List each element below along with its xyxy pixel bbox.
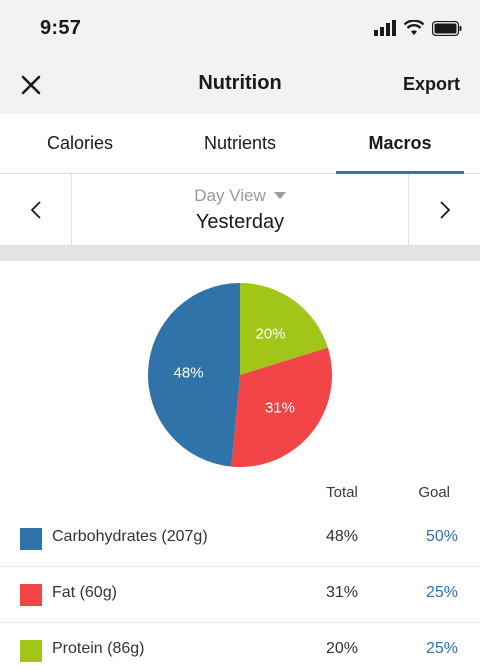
day-view-dropdown[interactable]: Day View bbox=[194, 186, 286, 206]
macro-label: Protein (86g) bbox=[52, 640, 145, 657]
macro-total: 31% bbox=[325, 584, 359, 601]
macro-label: Fat (60g) bbox=[52, 584, 117, 601]
pie-slice-0 bbox=[240, 283, 328, 375]
tab-nutrients[interactable]: Nutrients bbox=[203, 133, 277, 153]
pie-slice-label-1: 31% bbox=[265, 399, 295, 416]
macro-goal: 50% bbox=[425, 528, 458, 545]
signal-icon bbox=[374, 20, 396, 36]
status-bar: 9:57 bbox=[0, 0, 480, 58]
status-time: 9:57 bbox=[40, 17, 82, 39]
section-divider bbox=[0, 246, 480, 261]
nav-bar: Nutrition Export bbox=[0, 58, 480, 114]
day-navigator: Day View Yesterday bbox=[0, 174, 480, 246]
pie-slice-2 bbox=[148, 283, 240, 467]
wifi-icon bbox=[404, 20, 424, 35]
macro-label: Carbohydrates (207g) bbox=[52, 528, 208, 545]
close-icon bbox=[21, 75, 41, 95]
carbohydrates-swatch bbox=[20, 528, 42, 550]
macro-goal: 25% bbox=[425, 584, 458, 601]
tab-macros[interactable]: Macros bbox=[320, 114, 480, 174]
previous-day-button[interactable] bbox=[0, 174, 72, 245]
status-icons bbox=[374, 20, 462, 36]
next-day-button[interactable] bbox=[408, 174, 480, 245]
chevron-right-icon bbox=[439, 200, 450, 219]
pie-slice-label-0: 20% bbox=[256, 326, 286, 343]
macros-pie-chart: 20% 31% 48% bbox=[148, 283, 333, 467]
macro-total: 48% bbox=[325, 528, 359, 545]
day-view-label: Day View bbox=[194, 185, 266, 205]
caret-down-icon bbox=[273, 191, 286, 199]
fat-swatch bbox=[20, 584, 42, 606]
total-column-header: Total bbox=[326, 484, 358, 501]
close-button[interactable] bbox=[14, 68, 48, 102]
macro-total: 20% bbox=[325, 640, 359, 657]
battery-icon bbox=[432, 20, 462, 36]
tab-calories[interactable]: Calories bbox=[46, 133, 114, 153]
macros-chart: 20% 31% 48% bbox=[0, 261, 480, 481]
protein-swatch bbox=[20, 640, 42, 662]
goal-column-header: Goal bbox=[418, 484, 450, 501]
selected-day: Yesterday bbox=[195, 210, 285, 233]
pie-slice-1 bbox=[231, 347, 333, 467]
macro-goal: 25% bbox=[425, 640, 458, 657]
export-button[interactable]: Export bbox=[402, 74, 460, 94]
day-selector: Day View Yesterday bbox=[72, 174, 408, 245]
pie-slice-label-2: 48% bbox=[174, 365, 204, 382]
page-title: Nutrition bbox=[198, 72, 282, 94]
macro-row-protein: Protein (86g) 20% 25% bbox=[0, 623, 480, 671]
tab-bar: Calories Nutrients Macros bbox=[0, 114, 480, 174]
macro-row-fat: Fat (60g) 31% 25% bbox=[0, 567, 480, 623]
macros-table: Carbohydrates (207g) 48% 50% Fat (60g) 3… bbox=[0, 511, 480, 671]
macro-row-carbohydrates: Carbohydrates (207g) 48% 50% bbox=[0, 511, 480, 567]
macros-table-header: Total Goal bbox=[0, 481, 480, 511]
chevron-left-icon bbox=[30, 200, 41, 219]
